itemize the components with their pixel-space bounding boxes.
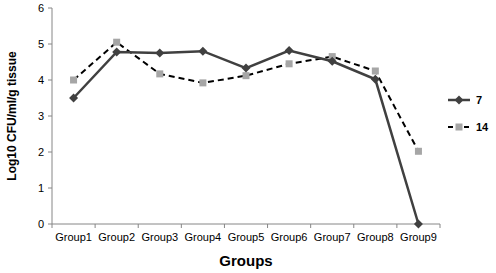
x-tick: [52, 224, 53, 228]
y-tick-label: 5: [38, 38, 44, 50]
x-tick-label: Group8: [357, 231, 394, 243]
data-point: [414, 220, 423, 229]
data-point: [69, 94, 78, 103]
y-tick: [48, 116, 52, 117]
y-tick-label: 1: [38, 182, 44, 194]
x-tick-label: Group7: [314, 231, 351, 243]
data-point: [371, 75, 380, 84]
x-tick: [440, 224, 441, 228]
data-point: [70, 77, 77, 84]
x-tick: [95, 224, 96, 228]
x-tick-label: Group4: [185, 231, 222, 243]
data-point: [286, 60, 293, 67]
data-point: [285, 46, 294, 55]
y-tick: [48, 80, 52, 81]
y-axis-title: Log10 CFU/ml/g tissue: [5, 51, 19, 181]
data-point: [198, 47, 207, 56]
data-point: [155, 49, 164, 58]
x-tick: [138, 224, 139, 228]
data-point: [328, 57, 337, 66]
series-line: [74, 50, 419, 224]
x-tick: [353, 224, 354, 228]
y-tick: [48, 224, 52, 225]
data-point: [372, 68, 379, 75]
x-axis: [52, 224, 440, 225]
y-tick: [48, 188, 52, 189]
legend-label: 7: [476, 94, 482, 106]
legend-label: 14: [476, 121, 489, 133]
y-tick: [48, 152, 52, 153]
data-point: [156, 70, 163, 77]
y-tick-label: 6: [38, 2, 44, 14]
x-axis-title: Groups: [219, 252, 272, 269]
data-point: [112, 47, 121, 56]
x-tick: [396, 224, 397, 228]
y-tick-label: 0: [38, 218, 44, 230]
data-point: [242, 64, 251, 73]
plot-area: [69, 39, 423, 229]
x-tick-label: Group2: [98, 231, 135, 243]
legend-marker: [456, 124, 463, 131]
x-tick: [224, 224, 225, 228]
x-tick: [181, 224, 182, 228]
data-point: [199, 79, 206, 86]
x-tick: [310, 224, 311, 228]
y-tick-label: 4: [38, 74, 44, 86]
series-line: [74, 42, 419, 151]
data-point: [415, 148, 422, 155]
y-tick-label: 2: [38, 146, 44, 158]
x-tick: [267, 224, 268, 228]
chart-svg: 0 1 2 3 4 5 6 Group1 Group2 Group3 Group4 Group5 Gro…: [0, 0, 496, 273]
legend-marker: [455, 96, 464, 105]
x-tick-label: Group1: [55, 231, 92, 243]
x-tick-label: Group3: [141, 231, 178, 243]
chart-container: 0 1 2 3 4 5 6 Group1 Group2 Group3 Group4 Group5 Gro…: [0, 0, 496, 273]
data-point: [113, 39, 120, 46]
data-point: [243, 72, 250, 79]
x-tick-label: Group9: [400, 231, 437, 243]
y-tick: [48, 44, 52, 45]
x-tick-label: Group6: [271, 231, 308, 243]
x-tick-label: Group5: [228, 231, 265, 243]
y-tick-label: 3: [38, 110, 44, 122]
y-tick: [48, 8, 52, 9]
